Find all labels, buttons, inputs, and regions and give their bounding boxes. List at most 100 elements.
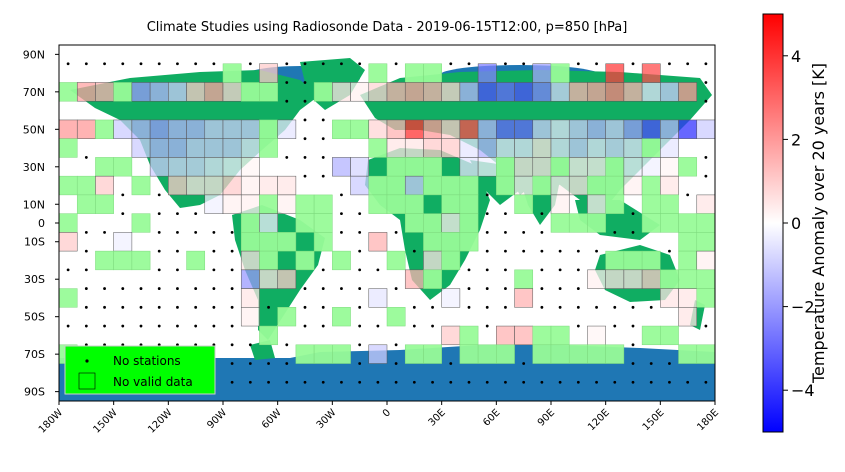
anomaly-cell [186,119,206,139]
no-station-dot [176,305,179,309]
no-station-dot [704,174,708,178]
x-tick-label: 90E [536,407,557,428]
no-station-dot [285,343,289,347]
anomaly-cell [477,63,497,83]
no-station-dot [686,193,690,197]
no-valid-data-cell [477,344,497,364]
y-tick-label: 30N [23,161,45,174]
anomaly-cell [441,119,461,139]
no-station-dot [139,287,143,290]
no-station-dot [157,343,161,347]
anomaly-cell [641,119,661,139]
anomaly-cell [386,138,406,158]
no-station-dot [540,230,544,234]
anomaly-cell [95,175,114,196]
no-station-dot [394,230,398,234]
no-valid-data-cell [59,175,78,196]
no-valid-data-cell [295,213,315,233]
anomaly-cell [660,288,679,308]
anomaly-cell [423,138,442,158]
no-station-dot [303,287,307,290]
no-station-dot [540,305,544,309]
no-station-dot [303,324,307,328]
anomaly-cell [204,175,224,196]
no-station-dot [194,324,198,328]
anomaly-cell [441,138,461,158]
no-station-dot [522,249,526,253]
no-station-dot [704,324,708,328]
no-valid-data-cell [441,232,461,252]
no-station-dot [230,324,234,328]
no-valid-data-cell [259,119,278,139]
no-station-dot [285,380,289,384]
no-station-dot [613,324,617,328]
no-station-dot [704,156,708,159]
y-tick-label: 50S [24,311,45,324]
no-station-dot [504,268,507,272]
no-station-dot [84,287,88,290]
no-station-dot [285,81,289,84]
anomaly-cell [696,119,715,139]
no-valid-data-cell [678,344,698,364]
anomaly-cell [368,232,388,252]
no-station-dot [248,362,252,365]
no-station-dot [485,230,489,234]
no-station-dot [303,62,307,66]
no-station-dot [485,249,489,253]
no-station-dot [358,380,362,384]
no-station-dot [103,287,106,290]
anomaly-cell [240,194,260,214]
no-valid-data-cell [259,325,278,346]
no-station-dot [704,99,708,103]
no-station-dot [358,268,362,272]
anomaly-cell [641,269,661,289]
anomaly-cell [477,138,497,158]
no-station-dot [540,268,544,272]
no-station-dot [358,212,362,216]
anomaly-cell [131,82,151,102]
anomaly-cell [568,138,588,158]
anomaly-cell [204,138,224,158]
anomaly-cell [660,119,679,139]
no-station-dot [485,305,489,309]
no-station-dot [212,343,216,347]
y-tick-label: 90S [24,386,45,399]
no-valid-data-cell [113,250,133,271]
no-valid-data-cell [295,194,315,214]
no-stations-dots [66,62,708,384]
no-valid-data-cell [696,344,715,364]
anomaly-cell [332,157,351,177]
no-station-dot [358,305,362,309]
no-station-dot [139,305,143,309]
no-valid-data-cell [386,157,406,177]
anomaly-cell [696,250,715,271]
colorbar-tick-label: 4 [791,47,801,66]
no-station-dot [558,249,562,253]
no-station-dot [121,343,125,347]
no-station-dot [267,362,270,365]
anomaly-cell [496,138,515,158]
no-station-dot [84,324,88,328]
anomaly-cell [623,138,643,158]
no-valid-data-cell [59,288,78,308]
no-station-dot [449,62,453,66]
x-axis: 180W 150W 120W 90W 60W 30W 0 30E 60E 90E 120E 150E 1… [37,401,721,436]
anomaly-cell [423,119,442,139]
no-station-dot [139,324,143,328]
anomaly-cell [641,157,661,177]
x-tick-label: 150W [92,407,120,435]
no-valid-data-cell [568,213,588,233]
no-valid-data-cell [441,194,461,214]
anomaly-cell [149,138,169,158]
no-valid-data-cell [332,119,351,139]
no-station-dot [631,62,635,66]
no-station-dot [321,137,325,141]
no-station-dot [230,362,234,365]
anomaly-cell [623,269,643,289]
no-station-dot [522,380,526,384]
colorbar-tick-label: 2 [791,130,801,149]
no-station-dot [504,249,507,253]
no-valid-data-cell [76,175,96,196]
no-station-dot [358,62,362,66]
no-valid-data-cell [587,175,606,196]
